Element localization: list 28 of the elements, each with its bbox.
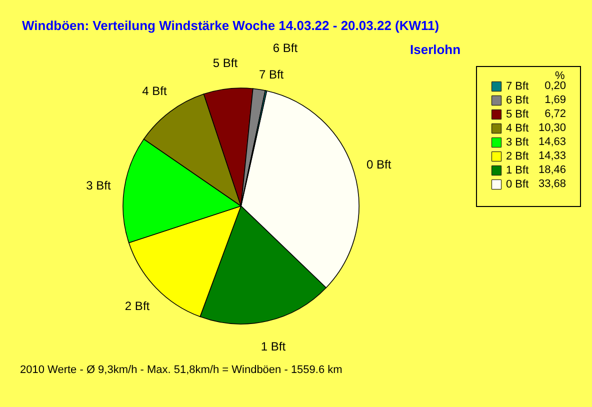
slice-label: 2 Bft <box>124 298 150 313</box>
legend-label: 7 Bft <box>506 80 529 92</box>
data-label: 14,33 <box>538 150 566 162</box>
slice-label: 1 Bft <box>260 339 286 354</box>
chart-subtitle: Iserlohn <box>410 42 461 57</box>
data-label: 33,68 <box>538 178 566 190</box>
legend-label: 3 Bft <box>506 136 529 148</box>
slice-label: 7 Bft <box>258 67 284 82</box>
legend-label: 6 Bft <box>506 94 529 106</box>
slice-label: 3 Bft <box>86 178 112 192</box>
slice-label: 6 Bft <box>272 41 298 56</box>
data-label: 18,46 <box>538 164 566 176</box>
legend-label: 2 Bft <box>506 150 529 162</box>
legend-label: 4 Bft <box>506 122 529 134</box>
legend-title: % <box>555 70 565 82</box>
data-label: 1,69 <box>544 94 566 106</box>
slice-label: 0 Bft <box>366 157 392 172</box>
slice-label: 4 Bft <box>142 84 168 98</box>
text: 2010 Werte - Ø 9,3km/h - Max. 51,8km/h = Windböen - 1559.6 km <box>20 364 342 376</box>
legend-label: 0 Bft <box>506 178 529 190</box>
slice-label: 5 Bft <box>212 56 238 70</box>
data-label: 6,72 <box>544 108 566 120</box>
data-label: 10,30 <box>538 122 566 134</box>
chart-title: Windböen: Verteilung Windstärke Woche 14.03.22 - 20.03.22 (KW11) <box>22 18 440 33</box>
data-label: 0,20 <box>544 80 566 92</box>
legend-label: 5 Bft <box>506 108 529 120</box>
data-label: 14,63 <box>538 136 566 148</box>
legend-label: 1 Bft <box>506 164 529 176</box>
